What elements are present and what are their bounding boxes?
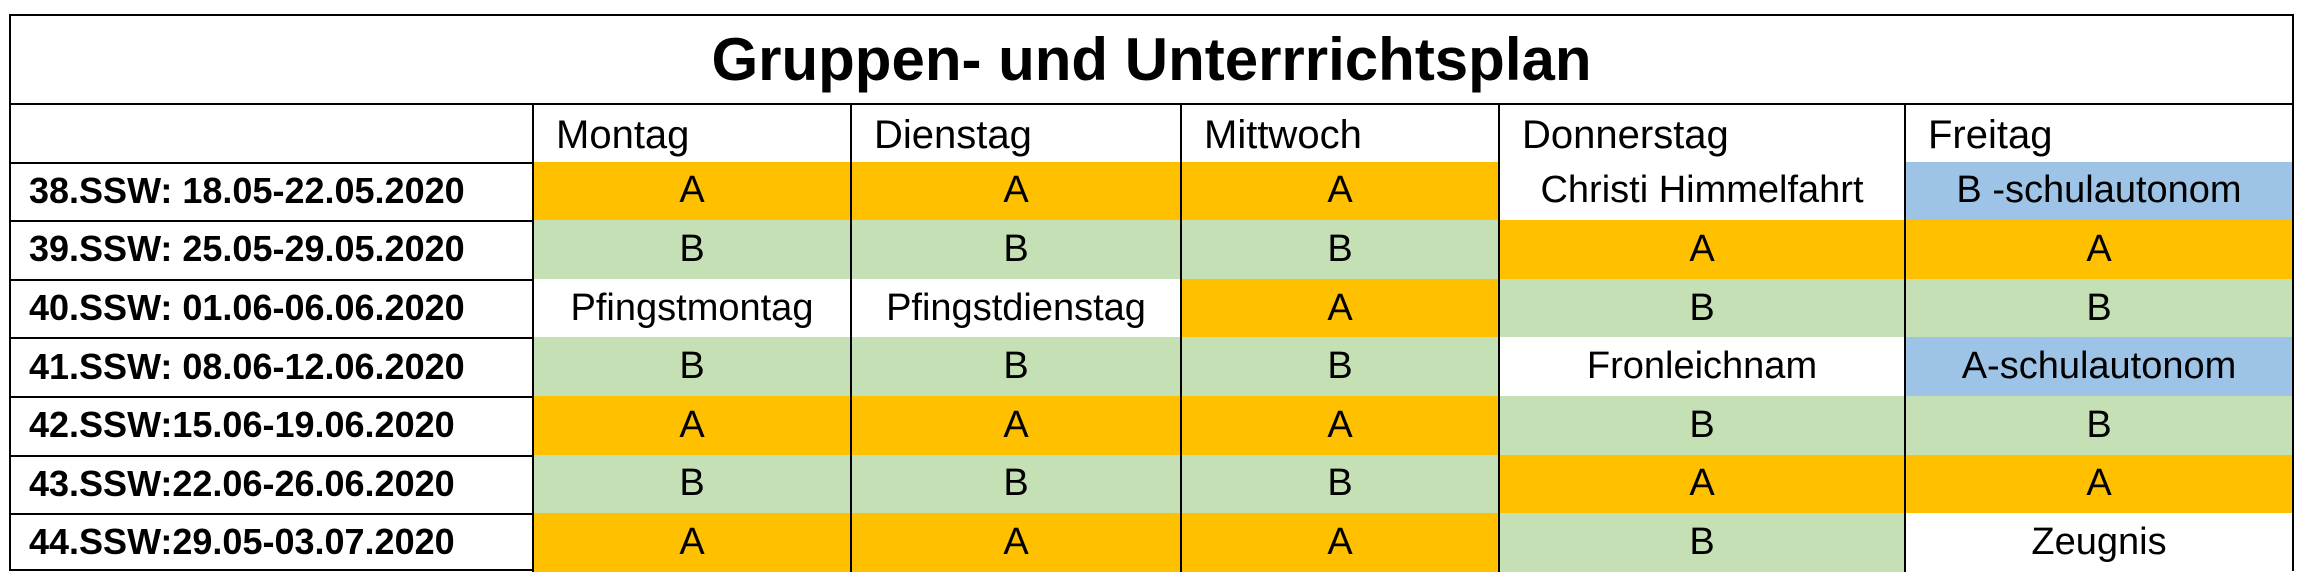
schedule-cell: B bbox=[534, 454, 852, 514]
schedule-cell: B bbox=[852, 454, 1182, 514]
week-label: 43.SSW:22.06-26.06.2020 bbox=[11, 454, 534, 514]
schedule-cell: A bbox=[534, 396, 852, 455]
schedule-cell: A-schulautonom bbox=[1906, 337, 2292, 396]
schedule-cell: B bbox=[1182, 220, 1500, 279]
schedule-cell: B bbox=[1500, 396, 1906, 455]
column-header: Mittwoch bbox=[1182, 103, 1500, 162]
schedule-cell: Pfingstdienstag bbox=[852, 278, 1182, 338]
schedule-cell: B bbox=[534, 220, 852, 279]
week-label: 41.SSW: 08.06-12.06.2020 bbox=[11, 337, 534, 396]
table-row: 38.SSW: 18.05-22.05.2020 A A A Christi Himme… bbox=[11, 161, 2292, 223]
week-label: 40.SSW: 01.06-06.06.2020 bbox=[11, 278, 534, 338]
schedule-table: Gruppen- und Unterrrichtsplan Montag Dien… bbox=[9, 14, 2294, 572]
schedule-cell: Christi Himmelfahrt bbox=[1500, 161, 1906, 221]
table-row: 42.SSW:15.06-19.06.2020 A A A B B bbox=[11, 396, 2292, 457]
schedule-cell: B bbox=[852, 220, 1182, 279]
schedule-cell: B bbox=[1182, 454, 1500, 514]
schedule-cell: A bbox=[1906, 454, 2292, 514]
schedule-cell: A bbox=[1500, 454, 1906, 514]
table-row: 40.SSW: 01.06-06.06.2020 Pfingstmontag Pfi… bbox=[11, 278, 2292, 340]
schedule-cell: B bbox=[1500, 513, 1906, 572]
table-title: Gruppen- und Unterrrichtsplan bbox=[11, 16, 2292, 105]
week-label: 39.SSW: 25.05-29.05.2020 bbox=[11, 220, 534, 279]
schedule-cell: A bbox=[852, 396, 1182, 455]
header-corner-cell bbox=[11, 103, 534, 162]
schedule-cell: A bbox=[534, 161, 852, 221]
column-header: Donnerstag bbox=[1500, 103, 1906, 162]
schedule-cell: Zeugnis bbox=[1906, 513, 2292, 572]
schedule-cell: Pfingstmontag bbox=[534, 278, 852, 338]
column-header: Dienstag bbox=[852, 103, 1182, 162]
table-row: 43.SSW:22.06-26.06.2020 B B B A A bbox=[11, 454, 2292, 516]
schedule-cell: A bbox=[534, 513, 852, 572]
header-row: Montag Dienstag Mittwoch Donnerstag Freitag bbox=[11, 103, 2292, 164]
week-label: 38.SSW: 18.05-22.05.2020 bbox=[11, 161, 534, 221]
schedule-cell: A bbox=[1182, 396, 1500, 455]
week-label: 42.SSW:15.06-19.06.2020 bbox=[11, 396, 534, 455]
column-header: Freitag bbox=[1928, 112, 2053, 157]
schedule-cell: B bbox=[1906, 396, 2292, 455]
schedule-cell: A bbox=[1182, 161, 1500, 221]
schedule-cell: A bbox=[1182, 513, 1500, 572]
schedule-cell: A bbox=[1500, 220, 1906, 279]
schedule-cell: B bbox=[1182, 337, 1500, 396]
schedule-cell: A bbox=[1906, 220, 2292, 279]
schedule-cell: B -schulautonom bbox=[1906, 161, 2292, 221]
table-row: 39.SSW: 25.05-29.05.2020 B B B A A bbox=[11, 220, 2292, 281]
schedule-cell: B bbox=[1500, 278, 1906, 338]
schedule-cell: A bbox=[852, 513, 1182, 572]
schedule-cell: B bbox=[534, 337, 852, 396]
schedule-cell: B bbox=[1906, 278, 2292, 338]
schedule-cell: A bbox=[852, 161, 1182, 221]
table-row: 44.SSW:29.05-03.07.2020 A A A B Zeugnis bbox=[11, 513, 2292, 572]
column-header: Montag bbox=[534, 103, 852, 162]
table-row: 41.SSW: 08.06-12.06.2020 B B B Fronleichnam A… bbox=[11, 337, 2292, 398]
schedule-cell: A bbox=[1182, 278, 1500, 338]
schedule-cell: Fronleichnam bbox=[1500, 337, 1906, 396]
week-label: 44.SSW:29.05-03.07.2020 bbox=[11, 513, 534, 572]
schedule-cell: B bbox=[852, 337, 1182, 396]
